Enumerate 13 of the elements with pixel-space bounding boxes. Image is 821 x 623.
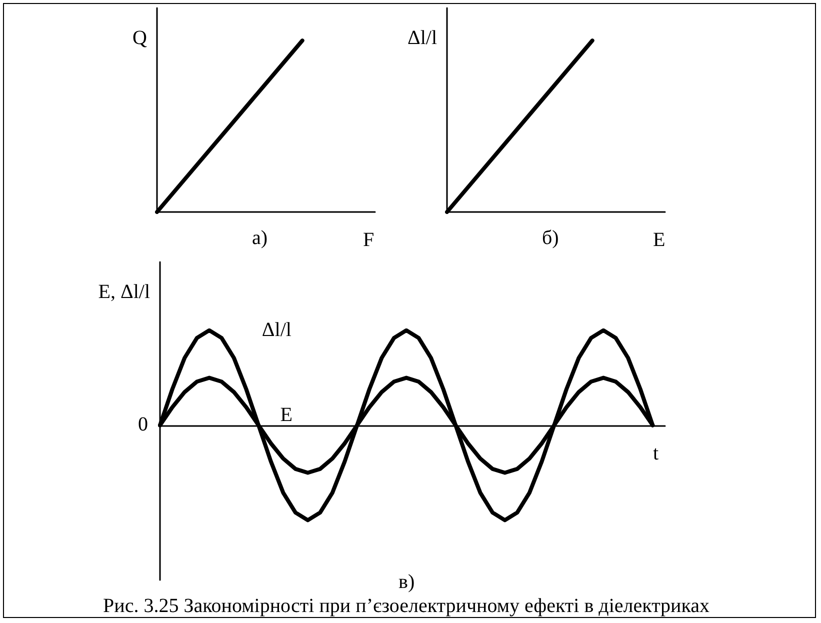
series-label: Δl/l [262,318,292,341]
y-axis-title: Δl/l [407,27,438,49]
x-axis-title: F [363,229,374,251]
series-label: E [280,404,292,426]
text: 0 [138,413,148,436]
y-axis-title: E, Δl/l [98,281,150,303]
x-axis-title: t [653,442,659,464]
y-axis-title: Q [132,27,148,49]
text: в) [398,571,415,593]
x-axis-title: E [653,229,666,251]
text: а) [252,227,268,249]
text: б) [542,227,559,249]
text: Рис. 3.25 Закономірності при п’єзоелектричному ефекті в діелектриках [103,595,710,617]
